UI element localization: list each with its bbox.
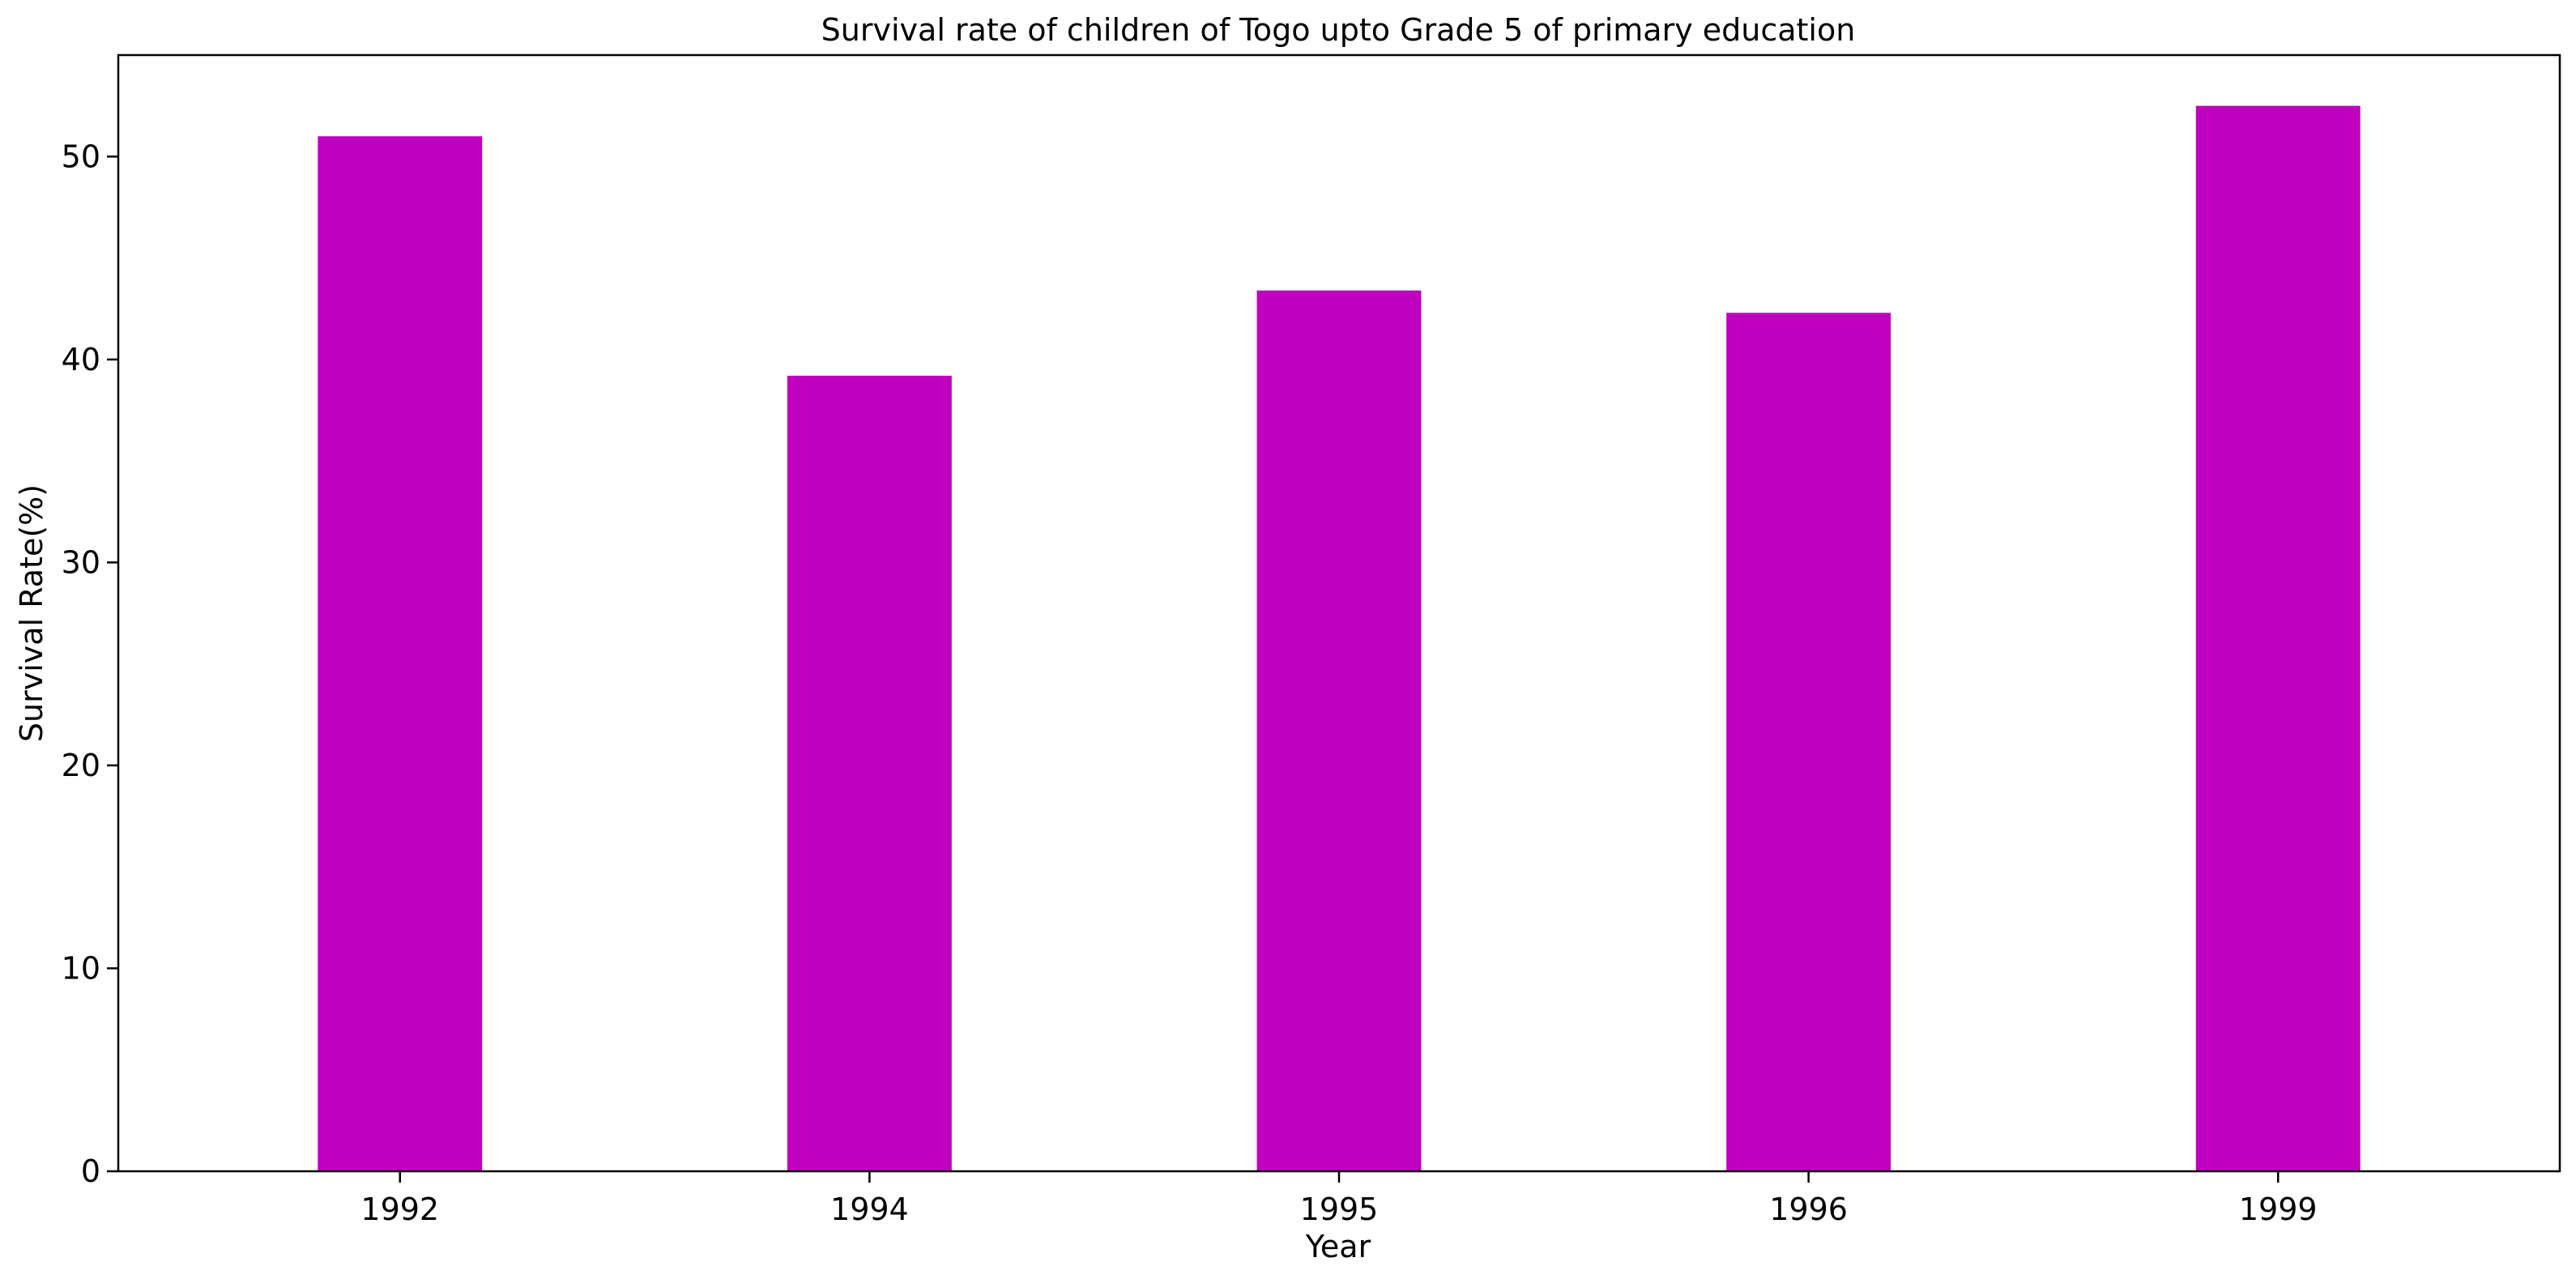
x-axis: 1992 1994 1995 1996 1999 bbox=[360, 1171, 2318, 1227]
x-tick-label-1999: 1999 bbox=[2239, 1192, 2318, 1227]
chart-title: Survival rate of children of Togo upto G… bbox=[821, 12, 1856, 48]
y-tick-label-40: 40 bbox=[62, 342, 100, 377]
x-axis-label: Year bbox=[1305, 1229, 1371, 1264]
bar-1995 bbox=[1256, 290, 1422, 1172]
x-tick-label-1995: 1995 bbox=[1300, 1192, 1379, 1227]
y-tick-label-0: 0 bbox=[81, 1153, 100, 1189]
bar-1996 bbox=[1726, 313, 1891, 1171]
y-tick-label-50: 50 bbox=[62, 139, 100, 174]
x-tick-label-1992: 1992 bbox=[360, 1192, 439, 1227]
bar-1992 bbox=[318, 136, 483, 1172]
y-tick-label-30: 30 bbox=[62, 544, 100, 580]
y-tick-label-20: 20 bbox=[62, 748, 100, 783]
bars-group bbox=[318, 105, 2361, 1172]
bar-1999 bbox=[2195, 105, 2361, 1172]
y-axis: 0 10 20 30 40 50 bbox=[62, 139, 118, 1189]
x-tick-label-1996: 1996 bbox=[1769, 1192, 1848, 1227]
y-axis-label: Survival Rate(%) bbox=[14, 484, 49, 742]
y-tick-label-10: 10 bbox=[62, 950, 100, 986]
x-tick-label-1994: 1994 bbox=[830, 1192, 909, 1227]
bar-1994 bbox=[787, 375, 952, 1171]
